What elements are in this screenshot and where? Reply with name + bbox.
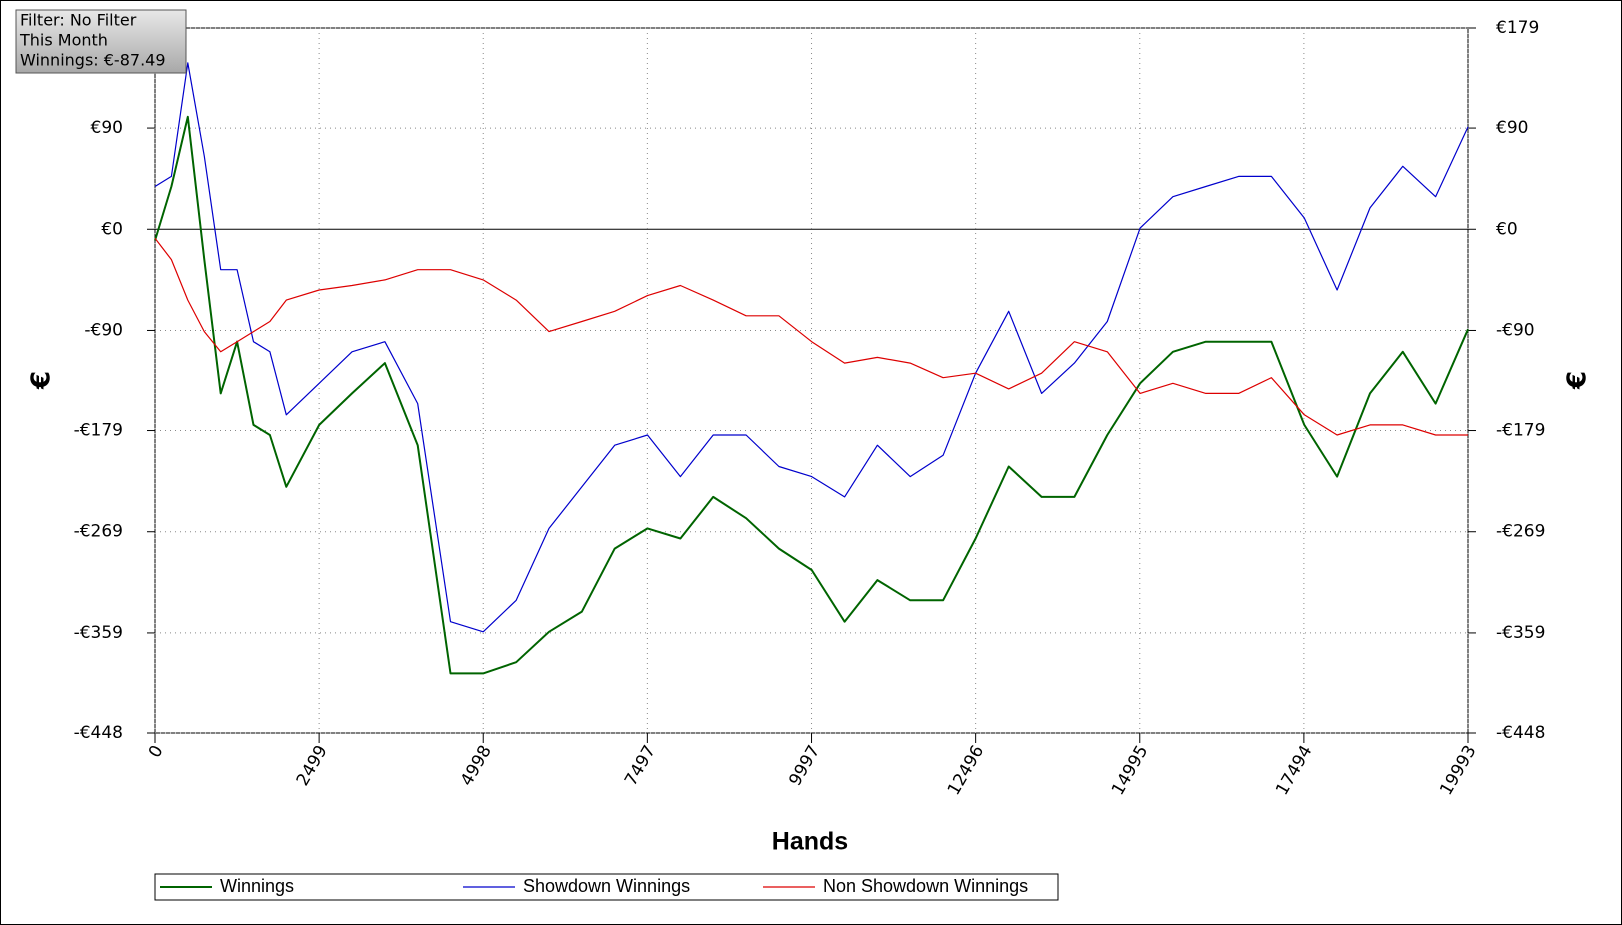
legend-label: Non Showdown Winnings	[823, 876, 1028, 896]
y2-tick-label: -€90	[1496, 320, 1535, 340]
series-line	[154, 62, 1469, 633]
y-tick-label: -€448	[74, 723, 123, 743]
y2-tick-label: -€179	[1496, 421, 1545, 441]
series-line	[154, 237, 1468, 436]
series-line	[154, 115, 1469, 675]
y2-tick-label: €179	[1496, 18, 1539, 38]
y2-tick-label: €0	[1496, 219, 1518, 239]
legend-label: Showdown Winnings	[523, 876, 690, 896]
info-filter: Filter: No Filter	[20, 11, 137, 30]
legend	[154, 873, 1059, 901]
y-axis-label: €	[27, 371, 57, 390]
y2-tick-label: -€359	[1496, 623, 1545, 643]
y2-tick-label: -€448	[1496, 723, 1545, 743]
y-tick-label: -€179	[74, 421, 123, 441]
y-tick-label: -€359	[74, 623, 123, 643]
info-box	[15, 9, 187, 74]
x-axis-label: Hands	[772, 828, 848, 856]
y-tick-label: -€269	[74, 522, 123, 542]
y-tick-label: €0	[101, 219, 123, 239]
y2-tick-label: €90	[1496, 118, 1528, 138]
info-period: This Month	[19, 31, 108, 50]
y-tick-label: €90	[91, 118, 123, 138]
y2-tick-label: -€269	[1496, 522, 1545, 542]
y2-axis-label: €	[1563, 371, 1593, 390]
info-winnings: Winnings: €-87.49	[20, 51, 166, 70]
y-tick-label: -€90	[84, 320, 123, 340]
legend-label: Winnings	[220, 876, 294, 896]
